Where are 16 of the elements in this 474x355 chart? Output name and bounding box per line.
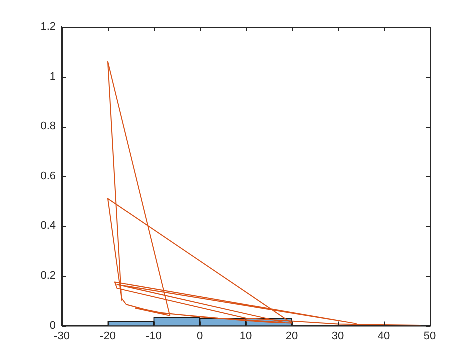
y-tick-label: 0 <box>50 320 56 332</box>
x-tick-label: 20 <box>286 330 298 342</box>
y-tick-label: 0.4 <box>40 220 56 232</box>
x-tick-label: 30 <box>332 330 344 342</box>
y-tick-label: 1 <box>50 70 56 83</box>
x-tick-label: 40 <box>378 330 390 342</box>
x-tick-label: 10 <box>240 330 252 342</box>
y-tick-label: 0.2 <box>40 270 56 282</box>
x-tick-label: -30 <box>54 330 70 342</box>
x-tick-label: 0 <box>196 330 204 342</box>
x-tick-label: 50 <box>424 330 436 342</box>
y-tick-label: 0.8 <box>40 120 56 133</box>
y-tick-label: 0.6 <box>40 170 56 182</box>
x-tick-label: -10 <box>146 330 162 342</box>
y-tick-label: 1.2 <box>40 21 56 34</box>
x-tick-label: -20 <box>100 330 116 342</box>
